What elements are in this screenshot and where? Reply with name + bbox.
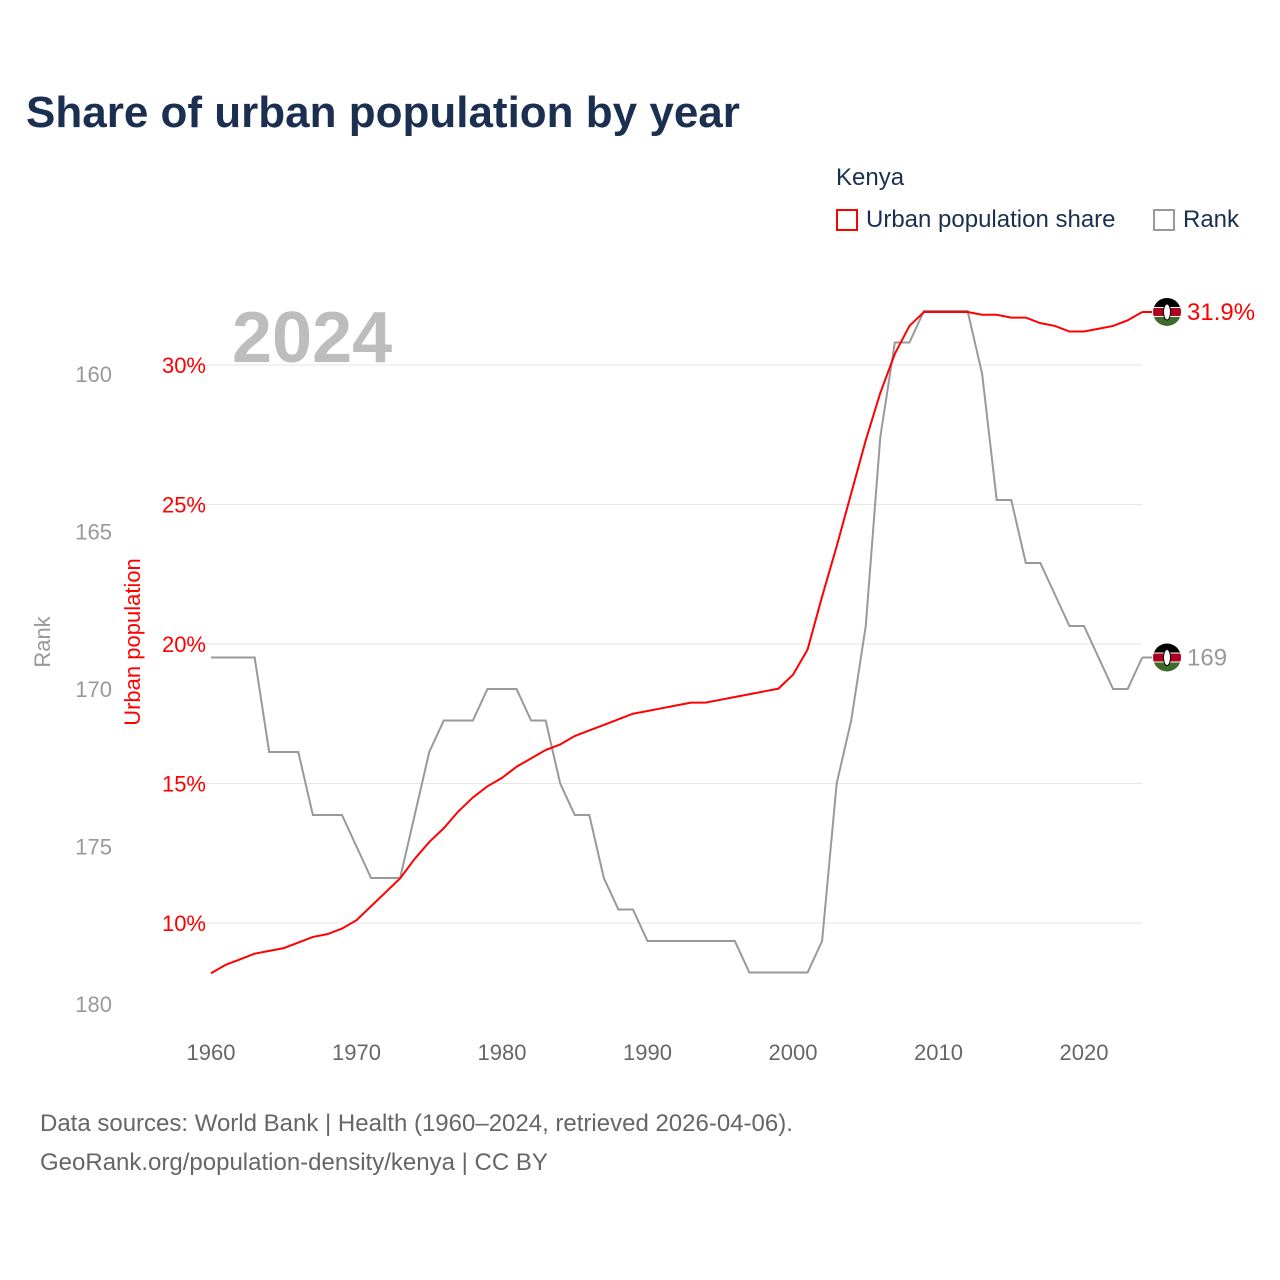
flag-shield — [1163, 303, 1171, 321]
x-tick-label: 2000 — [769, 1040, 818, 1065]
flag-body — [1153, 297, 1181, 326]
rank-tick-label: 160 — [75, 362, 112, 387]
rank-line — [211, 310, 1144, 974]
urban-axis-label: Urban population — [120, 558, 145, 726]
rank-tick-label: 170 — [75, 677, 112, 702]
x-tick-label: 2020 — [1060, 1040, 1109, 1065]
x-tick-label: 1960 — [187, 1040, 236, 1065]
chart-title: Share of urban population by year — [26, 88, 740, 137]
flag-shield — [1163, 649, 1171, 666]
flag-green — [1153, 662, 1181, 672]
urban-end-label: 31.9% — [1187, 299, 1255, 326]
urban-tick-label: 30% — [162, 353, 206, 378]
footer-link[interactable]: GeoRank.org/population-density/kenya | C… — [40, 1149, 548, 1176]
urban-tick-label: 20% — [162, 632, 206, 657]
footer-sources: Data sources: World Bank | Health (1960–… — [40, 1110, 793, 1137]
urban-kenya-flag-icon — [1153, 297, 1181, 326]
flag-black — [1153, 297, 1181, 307]
rank-tick-label: 165 — [75, 520, 112, 545]
legend-label-urban: Urban population share — [866, 206, 1116, 233]
legend-swatch-urban — [836, 209, 858, 231]
legend-item-rank[interactable]: Rank — [1153, 206, 1239, 234]
x-tick-label: 1990 — [623, 1040, 672, 1065]
flag-green — [1153, 316, 1181, 326]
rank-tick-label: 180 — [75, 992, 112, 1017]
x-tick-label: 1980 — [478, 1040, 527, 1065]
rank-kenya-flag-icon — [1153, 643, 1181, 672]
urban-tick-label: 15% — [162, 772, 206, 797]
flag-body — [1153, 643, 1181, 672]
legend-title: Kenya — [836, 164, 905, 191]
rank-end-label: 169 — [1187, 645, 1227, 672]
x-tick-label: 1970 — [332, 1040, 381, 1065]
year-watermark: 2024 — [232, 298, 392, 378]
rank-axis-label: Rank — [30, 615, 55, 667]
legend-item-urban[interactable]: Urban population share — [836, 206, 1116, 234]
rank-tick-label: 175 — [75, 835, 112, 860]
legend-label-rank: Rank — [1183, 206, 1240, 233]
urban-tick-label: 25% — [162, 493, 206, 518]
x-tick-label: 2010 — [914, 1040, 963, 1065]
urban-line — [210, 310, 1143, 975]
urban-tick-label: 10% — [162, 911, 206, 936]
flag-black — [1153, 643, 1181, 653]
legend-swatch-rank — [1153, 209, 1175, 231]
